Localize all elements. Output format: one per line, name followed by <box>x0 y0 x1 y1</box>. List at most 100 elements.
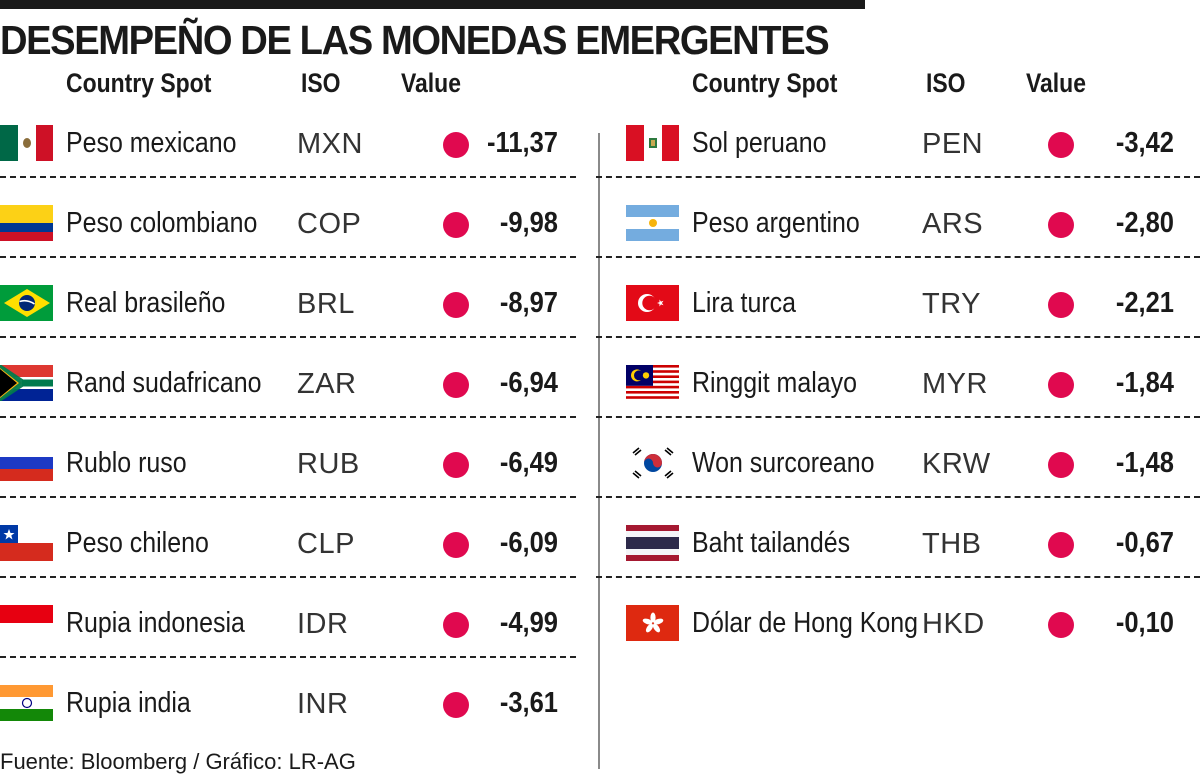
country-spot-label: Peso chileno <box>66 527 209 559</box>
value-label: -6,09 <box>499 527 558 559</box>
value-label: -4,99 <box>499 607 558 639</box>
value-dot-marker <box>443 292 469 318</box>
value-label: -2,21 <box>1115 287 1174 319</box>
south-korea-flag-icon <box>626 445 679 481</box>
source-note: Fuente: Bloomberg / Gráfico: LR-AG <box>0 749 356 774</box>
country-spot-label: Ringgit malayo <box>692 367 857 399</box>
hong-kong-flag-icon <box>626 605 679 641</box>
value-dot-marker <box>443 212 469 238</box>
country-spot-label: Rublo ruso <box>66 447 187 479</box>
country-spot-label: Real brasileño <box>66 287 226 319</box>
header-country-right: Country Spot <box>692 68 838 98</box>
table-row: Peso mexicano MXN -11,37 <box>0 116 576 178</box>
mexico-flag-icon <box>0 125 53 161</box>
top-rule <box>0 0 865 9</box>
country-spot-label: Peso colombiano <box>66 207 258 239</box>
country-spot-label: Peso argentino <box>692 207 860 239</box>
brazil-flag-icon <box>0 285 53 321</box>
country-spot-label: Baht tailandés <box>692 527 851 559</box>
value-dot-marker <box>443 532 469 558</box>
value-dot-marker <box>1048 372 1074 398</box>
russia-flag-icon <box>0 445 53 481</box>
country-spot-label: Rupia indonesia <box>66 607 245 639</box>
table-row: Dólar de Hong Kong HKD -0,10 <box>624 596 1200 658</box>
value-label: -9,98 <box>499 207 558 239</box>
table-row: Peso colombiano COP -9,98 <box>0 196 576 258</box>
india-flag-icon <box>0 685 53 721</box>
value-label: -1,84 <box>1115 367 1174 399</box>
table-row: Lira turca TRY -2,21 <box>596 276 1200 338</box>
country-spot-label: Rupia india <box>66 687 191 719</box>
value-dot-marker <box>1048 532 1074 558</box>
value-dot-marker <box>443 692 469 718</box>
thailand-flag-icon <box>626 525 679 561</box>
iso-code: BRL <box>297 288 355 320</box>
iso-code: KRW <box>922 448 991 480</box>
table-row: Rupia indonesia IDR -4,99 <box>0 596 576 658</box>
iso-code: IDR <box>297 608 349 640</box>
iso-code: INR <box>297 688 349 720</box>
country-spot-label: Lira turca <box>692 287 796 319</box>
header-iso-left: ISO <box>301 68 341 98</box>
iso-code: HKD <box>922 608 985 640</box>
value-dot-marker <box>1048 212 1074 238</box>
peru-flag-icon <box>626 125 679 161</box>
country-spot-label: Sol peruano <box>692 127 827 159</box>
iso-code: COP <box>297 208 362 240</box>
value-label: -11,37 <box>487 127 558 159</box>
value-dot-marker <box>443 132 469 158</box>
country-spot-label: Peso mexicano <box>66 127 237 159</box>
value-label: -2,80 <box>1115 207 1174 239</box>
table-row: Peso argentino ARS -2,80 <box>596 196 1200 258</box>
iso-code: THB <box>922 528 982 560</box>
country-spot-label: Won surcoreano <box>692 447 875 479</box>
colombia-flag-icon <box>0 205 53 241</box>
value-dot-marker <box>443 452 469 478</box>
table-row: Rublo ruso RUB -6,49 <box>0 436 576 498</box>
table-row: Rand sudafricano ZAR -6,94 <box>0 356 576 418</box>
chart-title: DESEMPEÑO DE LAS MONEDAS EMERGENTES <box>0 17 830 63</box>
value-label: -0,67 <box>1115 527 1174 559</box>
header-iso-right: ISO <box>926 68 966 98</box>
iso-code: ZAR <box>297 368 357 400</box>
indonesia-flag-icon <box>0 605 53 641</box>
table-row: Sol peruano PEN -3,42 <box>596 116 1200 178</box>
value-label: -1,48 <box>1115 447 1174 479</box>
south-africa-flag-icon <box>0 365 53 401</box>
value-dot-marker <box>1048 292 1074 318</box>
country-spot-label: Dólar de Hong Kong <box>692 607 919 639</box>
value-dot-marker <box>1048 132 1074 158</box>
header-value-left: Value <box>401 68 461 98</box>
iso-code: CLP <box>297 528 355 560</box>
chile-flag-icon <box>0 525 53 561</box>
country-spot-label: Rand sudafricano <box>66 367 262 399</box>
iso-code: MYR <box>922 368 988 400</box>
iso-code: RUB <box>297 448 360 480</box>
table-row: Rupia india INR -3,61 <box>0 676 576 738</box>
value-dot-marker <box>1048 452 1074 478</box>
table-row: Real brasileño BRL -8,97 <box>0 276 576 338</box>
value-label: -3,61 <box>499 687 558 719</box>
value-label: -0,10 <box>1115 607 1174 639</box>
table-row: Won surcoreano KRW -1,48 <box>596 436 1200 498</box>
argentina-flag-icon <box>626 205 679 241</box>
iso-code: ARS <box>922 208 984 240</box>
iso-code: MXN <box>297 128 363 160</box>
turkey-flag-icon <box>626 285 679 321</box>
header-value-right: Value <box>1026 68 1086 98</box>
iso-code: TRY <box>922 288 981 320</box>
iso-code: PEN <box>922 128 984 160</box>
value-label: -6,49 <box>499 447 558 479</box>
table-row: Baht tailandés THB -0,67 <box>596 516 1200 578</box>
value-dot-marker <box>1048 612 1074 638</box>
value-label: -3,42 <box>1115 127 1174 159</box>
value-dot-marker <box>443 612 469 638</box>
column-divider <box>598 133 600 769</box>
value-label: -6,94 <box>499 367 558 399</box>
table-row: Ringgit malayo MYR -1,84 <box>596 356 1200 418</box>
malaysia-flag-icon <box>626 365 679 401</box>
header-country-left: Country Spot <box>66 68 212 98</box>
value-label: -8,97 <box>499 287 558 319</box>
value-dot-marker <box>443 372 469 398</box>
table-row: Peso chileno CLP -6,09 <box>0 516 576 578</box>
